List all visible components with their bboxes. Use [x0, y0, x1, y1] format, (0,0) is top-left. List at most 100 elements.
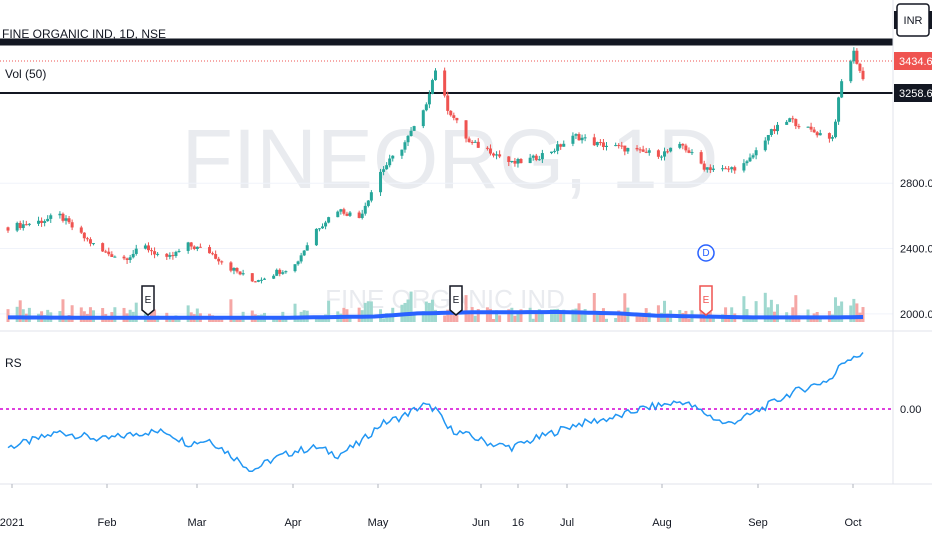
candle-body [635, 147, 639, 150]
rs-line [7, 352, 864, 473]
candle-body [815, 132, 819, 136]
candle-body [791, 118, 795, 120]
symbol-title[interactable]: FINE ORGANIC IND, 1D, NSE [2, 27, 166, 41]
candle-body [150, 250, 154, 252]
volume-bar [598, 313, 602, 322]
candle-body [43, 221, 47, 223]
volume-bar [834, 297, 838, 322]
candle-body [64, 218, 68, 221]
candle-body [818, 133, 822, 136]
candle-body [574, 134, 578, 136]
candle-body [601, 142, 605, 147]
volume-bar [855, 303, 859, 322]
candle-body [284, 271, 288, 273]
candle-body [595, 142, 599, 146]
price-tick-label: 2400.00 [900, 244, 932, 256]
candle-body [21, 224, 25, 229]
price-tick-label: 2000.00 [900, 309, 932, 321]
candle-body [40, 220, 44, 223]
candle-body [534, 155, 538, 160]
candle-body [788, 118, 792, 122]
volume-bar [61, 299, 65, 322]
price-badge-label: 3258.65 [899, 88, 932, 100]
candle-body [92, 243, 95, 245]
candle-body [849, 61, 853, 82]
candle-body [424, 104, 428, 111]
earnings-marker [141, 285, 155, 316]
candle-body [67, 218, 71, 223]
candle-body [443, 70, 447, 96]
candle-body [382, 169, 386, 172]
currency-box[interactable] [896, 3, 930, 37]
volume-bar [617, 310, 621, 322]
rs-legend[interactable]: RS [5, 356, 22, 370]
candle-body [259, 279, 263, 281]
candle-body [598, 142, 602, 144]
volume-bar [571, 309, 575, 322]
candle-body [27, 223, 31, 225]
candle-body [495, 154, 499, 156]
volume-bar [64, 317, 68, 322]
candle-body [559, 144, 563, 147]
candle-body [861, 70, 865, 80]
candle-body [208, 247, 212, 254]
symbol-watermark: FINEORG, 1D [182, 112, 719, 206]
candle-body [772, 129, 776, 132]
volume-bar [647, 312, 651, 322]
candle-body [171, 255, 175, 257]
volume-bar [235, 317, 239, 322]
candle-body [296, 261, 300, 265]
candle-body [110, 254, 114, 257]
candle-body [263, 278, 266, 280]
candle-body [855, 50, 859, 64]
candle-body [641, 149, 645, 152]
time-tick-label: Sep [748, 517, 768, 529]
candle-body [321, 226, 325, 229]
volume-bar [763, 292, 767, 322]
volume-bar [88, 307, 92, 322]
candle-body [623, 145, 627, 152]
candle-body [82, 232, 86, 239]
candle-body [427, 93, 431, 105]
candle-body [88, 239, 92, 244]
volume-bar [327, 300, 331, 322]
candle-body [794, 119, 798, 127]
candle-body [498, 154, 502, 157]
candle-body [317, 228, 321, 230]
candle-body [666, 151, 670, 153]
candle-body [15, 222, 19, 231]
volume-bar [348, 317, 352, 322]
volume-bar [488, 308, 492, 322]
candle-body [272, 275, 276, 279]
price-badge [894, 84, 932, 102]
candle-body [840, 81, 844, 98]
volume-bar [550, 309, 554, 322]
time-tick-label: Aug [652, 517, 672, 529]
candle-body [406, 135, 410, 143]
volume-legend[interactable]: Vol (50) [5, 67, 46, 81]
candle-body [644, 151, 648, 153]
candle-body [360, 213, 364, 218]
volume-bar [229, 299, 233, 322]
candle-body [827, 133, 831, 139]
volume-bar [837, 305, 841, 322]
volume-bar [537, 309, 541, 322]
volume-bar [809, 317, 813, 322]
candle-body [70, 222, 74, 228]
volume-bar [492, 318, 496, 322]
candle-body [342, 209, 346, 214]
time-axis[interactable]: 2021 Feb Mar Apr May Jun 16 Jul Aug Sep Oct [0, 484, 862, 529]
volume-bar [769, 299, 773, 322]
volume-bar [574, 308, 578, 322]
candle-body [345, 213, 349, 216]
candle-body [513, 160, 517, 164]
candle-body [577, 134, 581, 141]
price-axis[interactable]: 2000.00 2400.00 2800.00 [900, 178, 932, 321]
candle-body [776, 124, 779, 132]
candle-body [6, 227, 10, 231]
volume-bar [614, 318, 618, 322]
volume-bar [473, 315, 477, 322]
candle-body [830, 137, 834, 139]
